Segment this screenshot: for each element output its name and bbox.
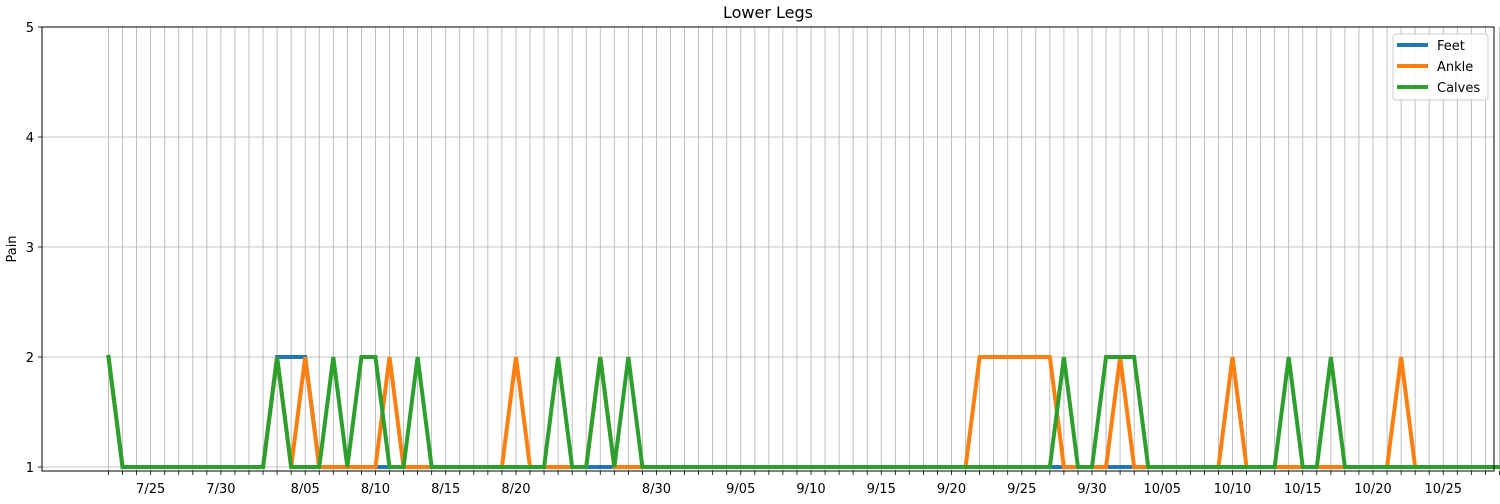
x-tick-label: 9/25 [1007, 482, 1036, 497]
legend-label-calves: Calves [1437, 81, 1480, 96]
y-tick-label: 4 [26, 131, 34, 146]
legend-label-feet: Feet [1437, 39, 1465, 54]
x-tick-label: 8/15 [431, 482, 460, 497]
x-tick-label: 10/25 [1425, 482, 1462, 497]
x-tick-label: 10/05 [1144, 482, 1181, 497]
x-tick-label: 9/15 [867, 482, 896, 497]
legend-label-ankle: Ankle [1437, 60, 1473, 75]
x-tick-label: 10/15 [1284, 482, 1321, 497]
y-tick-label: 5 [26, 21, 34, 36]
x-tick-label: 9/05 [726, 482, 755, 497]
x-tick-label: 8/05 [291, 482, 320, 497]
legend: Feet Ankle Calves [1393, 34, 1488, 100]
x-tick-label: 9/20 [937, 482, 966, 497]
y-axis-label: Pain [5, 235, 20, 262]
x-tick-label: 9/30 [1077, 482, 1106, 497]
x-tick-label: 8/20 [501, 482, 530, 497]
chart-title: Lower Legs [723, 3, 813, 22]
x-tick-label: 7/30 [206, 482, 235, 497]
y-tick-label: 3 [26, 241, 34, 256]
x-tick-label: 10/20 [1354, 482, 1391, 497]
x-tick-label: 9/10 [796, 482, 825, 497]
x-tick-label: 8/10 [361, 482, 390, 497]
y-tick-label: 2 [26, 351, 34, 366]
x-tick-label: 8/30 [642, 482, 671, 497]
x-tick-label: 7/25 [136, 482, 165, 497]
x-tick-label: 10/10 [1214, 482, 1251, 497]
y-tick-label: 1 [26, 461, 34, 476]
